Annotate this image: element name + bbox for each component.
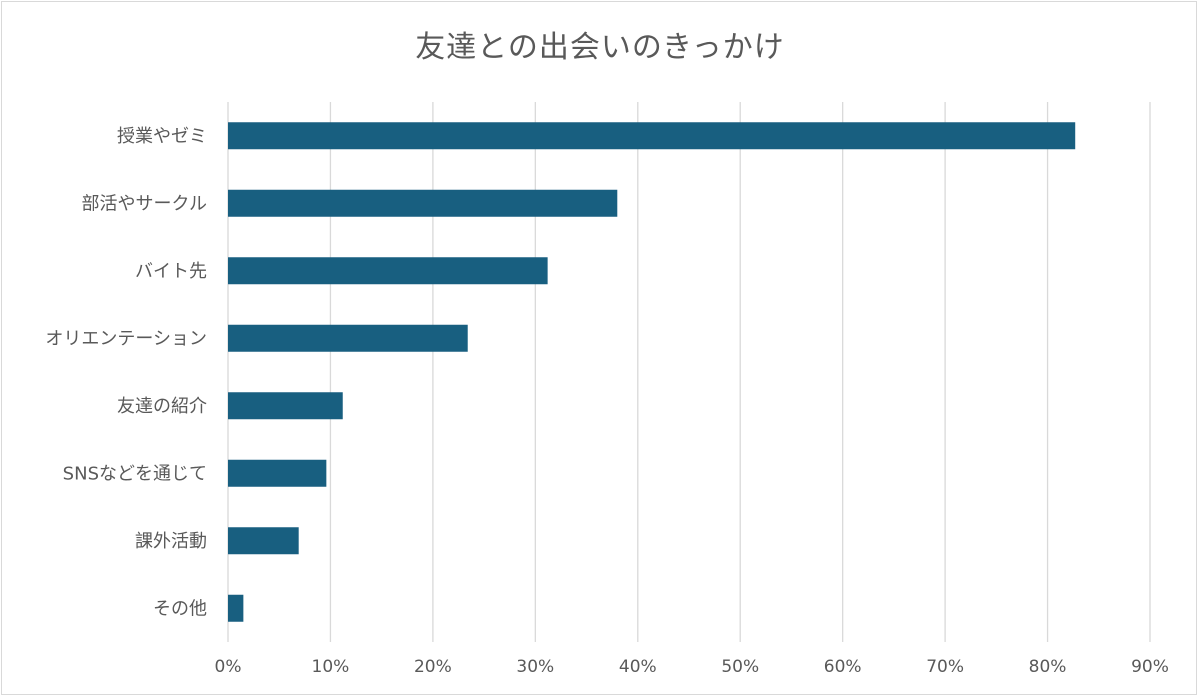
x-axis-tick-labels: 0% 10% 20% 30% 40% 50% 60% 70% 80% 90%: [215, 657, 1169, 677]
bars: [228, 122, 1076, 622]
x-tick-label: 0%: [215, 657, 242, 677]
category-label: 授業やゼミ: [117, 126, 207, 147]
x-tick-label: 60%: [824, 657, 862, 677]
x-tick-label: 80%: [1029, 657, 1067, 677]
x-tick-label: 20%: [414, 657, 452, 677]
category-label: バイト先: [135, 261, 207, 282]
bar: [228, 392, 343, 420]
bar: [228, 257, 548, 285]
category-label: 課外活動: [135, 531, 207, 552]
bar: [228, 527, 299, 555]
gridlines: [227, 102, 1151, 642]
x-tick-label: 70%: [926, 657, 964, 677]
x-tick-label: 30%: [516, 657, 554, 677]
category-label: オリエンテーション: [45, 328, 207, 349]
x-tick-label: 50%: [721, 657, 759, 677]
bar: [228, 459, 327, 487]
category-label: SNSなどを通じて: [63, 463, 207, 484]
x-tick-label: 40%: [619, 657, 657, 677]
bar: [228, 324, 468, 352]
category-label: その他: [153, 598, 207, 619]
bar: [228, 122, 1076, 150]
x-tick-label: 90%: [1131, 657, 1169, 677]
category-label: 友達の紹介: [117, 396, 207, 417]
category-label: 部活やサークル: [82, 193, 207, 214]
bar: [228, 594, 244, 622]
bar: [228, 189, 618, 217]
x-tick-label: 10%: [312, 657, 350, 677]
chart-title: 友達との出会いのきっかけ: [415, 30, 785, 65]
